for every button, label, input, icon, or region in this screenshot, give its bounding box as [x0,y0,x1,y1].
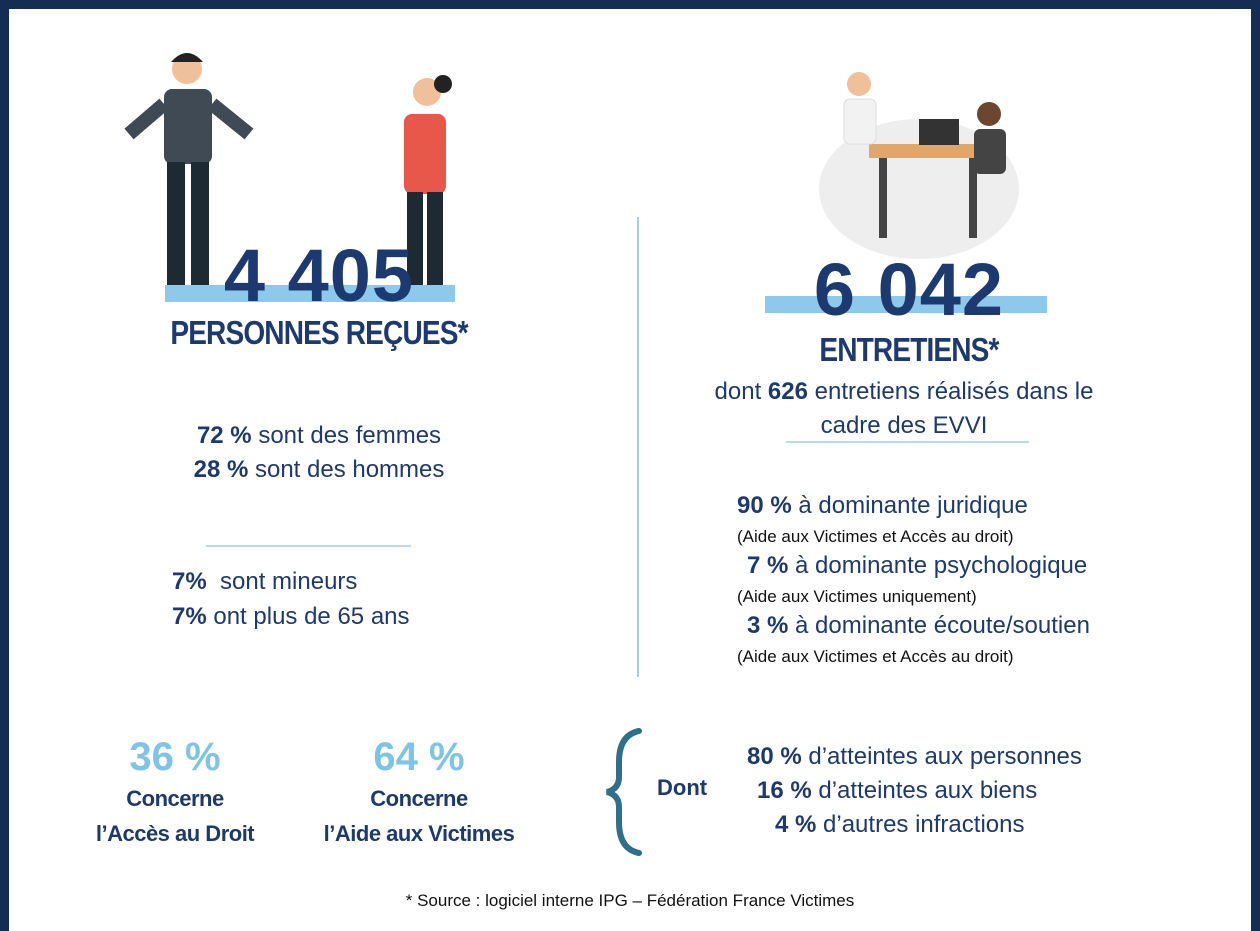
text: dont [714,378,762,405]
value: 4 % [775,811,817,838]
number-bar [165,285,455,302]
age-line: 7% ont plus de 65 ans [172,600,410,634]
divider [637,217,639,677]
domain-note: (Aide aux Victimes et Accès au droit) [737,527,1014,546]
offence-line: 16 % d’atteintes aux biens [757,774,1037,808]
number-bar [765,296,1047,313]
text: ont plus de 65 ans [213,603,410,630]
text: sont des hommes [254,456,445,483]
offence-line: 4 % d’autres infractions [775,808,1024,842]
value: 16 % [757,777,812,804]
text: à dominante juridique [798,492,1028,519]
interviews-sub: dont 626 entretiens réalisés dans le cad… [699,375,1109,443]
split-block: 64 % Concerne l’Aide aux Victimes [309,737,529,851]
illustration-meeting [819,72,1019,259]
value: 90 % [737,492,792,519]
text: d’autres infractions [823,811,1025,838]
value: 7% [172,603,207,630]
split-block: 36 % Concerne l’Accès au Droit [75,737,275,851]
domain-line: 90 % à dominante juridique [737,489,1090,523]
dont-label: Dont [657,775,708,800]
value: 626 [767,378,808,405]
split-value: 36 % [129,735,221,779]
illustration-people [124,53,452,292]
value: 72 % [196,422,252,449]
split-line: l’Accès au Droit [95,821,255,846]
split-line: Concerne [126,786,224,811]
text: entretiens réalisés dans le cadre des EV… [814,378,1094,439]
offence-line: 80 % d’atteintes aux personnes [747,740,1082,774]
gender-line: 28 % sont des hommes [119,453,519,487]
interviews-number: 6 042 [813,248,1005,331]
separator [786,441,1029,443]
domain-note: (Aide aux Victimes et Accès au droit) [737,647,1014,666]
text: sont des femmes [258,422,442,449]
text: d’atteintes aux biens [818,777,1038,804]
gender-line: 72 % sont des femmes [119,419,519,453]
split-line: Concerne [370,786,468,811]
domain-note: (Aide aux Victimes uniquement) [737,587,977,606]
age-line: 7% sont mineurs [172,565,357,599]
split-value: 64 % [373,735,465,779]
text: à dominante écoute/soutien [795,612,1090,639]
brace [606,728,642,856]
value: 7 % [747,552,789,579]
value: 7% [172,568,207,595]
footer-source: * Source : logiciel interne IPG – Fédéra… [405,891,855,910]
value: 80 % [747,743,802,770]
text: à dominante psychologique [795,552,1088,579]
domain-line: 7 % à dominante psychologique [737,549,1090,583]
persons-label: PERSONNES REÇUES* [170,314,468,351]
separator [206,545,411,547]
value: 28 % [193,456,249,483]
domains: 90 % à dominante juridique (Aide aux Vic… [737,489,1090,667]
persons-number: 4 405 [223,234,415,317]
split-line: l’Aide aux Victimes [323,821,515,846]
text: sont mineurs [213,568,358,595]
interviews-label: ENTRETIENS* [819,331,999,368]
value: 3 % [747,612,789,639]
domain-line: 3 % à dominante écoute/soutien [737,609,1090,643]
text: d’atteintes aux personnes [808,743,1082,770]
